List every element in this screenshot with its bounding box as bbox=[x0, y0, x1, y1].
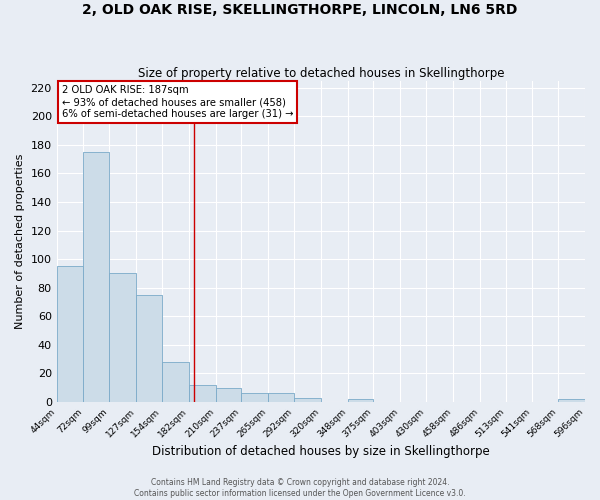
Bar bbox=[215, 388, 241, 402]
Bar bbox=[162, 362, 189, 402]
Bar bbox=[109, 274, 136, 402]
Title: Size of property relative to detached houses in Skellingthorpe: Size of property relative to detached ho… bbox=[137, 66, 504, 80]
Bar bbox=[558, 399, 585, 402]
Bar bbox=[83, 152, 109, 402]
Text: 2, OLD OAK RISE, SKELLINGTHORPE, LINCOLN, LN6 5RD: 2, OLD OAK RISE, SKELLINGTHORPE, LINCOLN… bbox=[82, 2, 518, 16]
Bar bbox=[56, 266, 83, 402]
X-axis label: Distribution of detached houses by size in Skellingthorpe: Distribution of detached houses by size … bbox=[152, 444, 490, 458]
Y-axis label: Number of detached properties: Number of detached properties bbox=[15, 154, 25, 329]
Bar bbox=[136, 295, 162, 402]
Bar bbox=[294, 398, 321, 402]
Bar bbox=[189, 385, 215, 402]
Bar bbox=[241, 394, 268, 402]
Bar bbox=[268, 394, 294, 402]
Bar bbox=[347, 399, 373, 402]
Text: 2 OLD OAK RISE: 187sqm
← 93% of detached houses are smaller (458)
6% of semi-det: 2 OLD OAK RISE: 187sqm ← 93% of detached… bbox=[62, 86, 293, 118]
Text: Contains HM Land Registry data © Crown copyright and database right 2024.
Contai: Contains HM Land Registry data © Crown c… bbox=[134, 478, 466, 498]
